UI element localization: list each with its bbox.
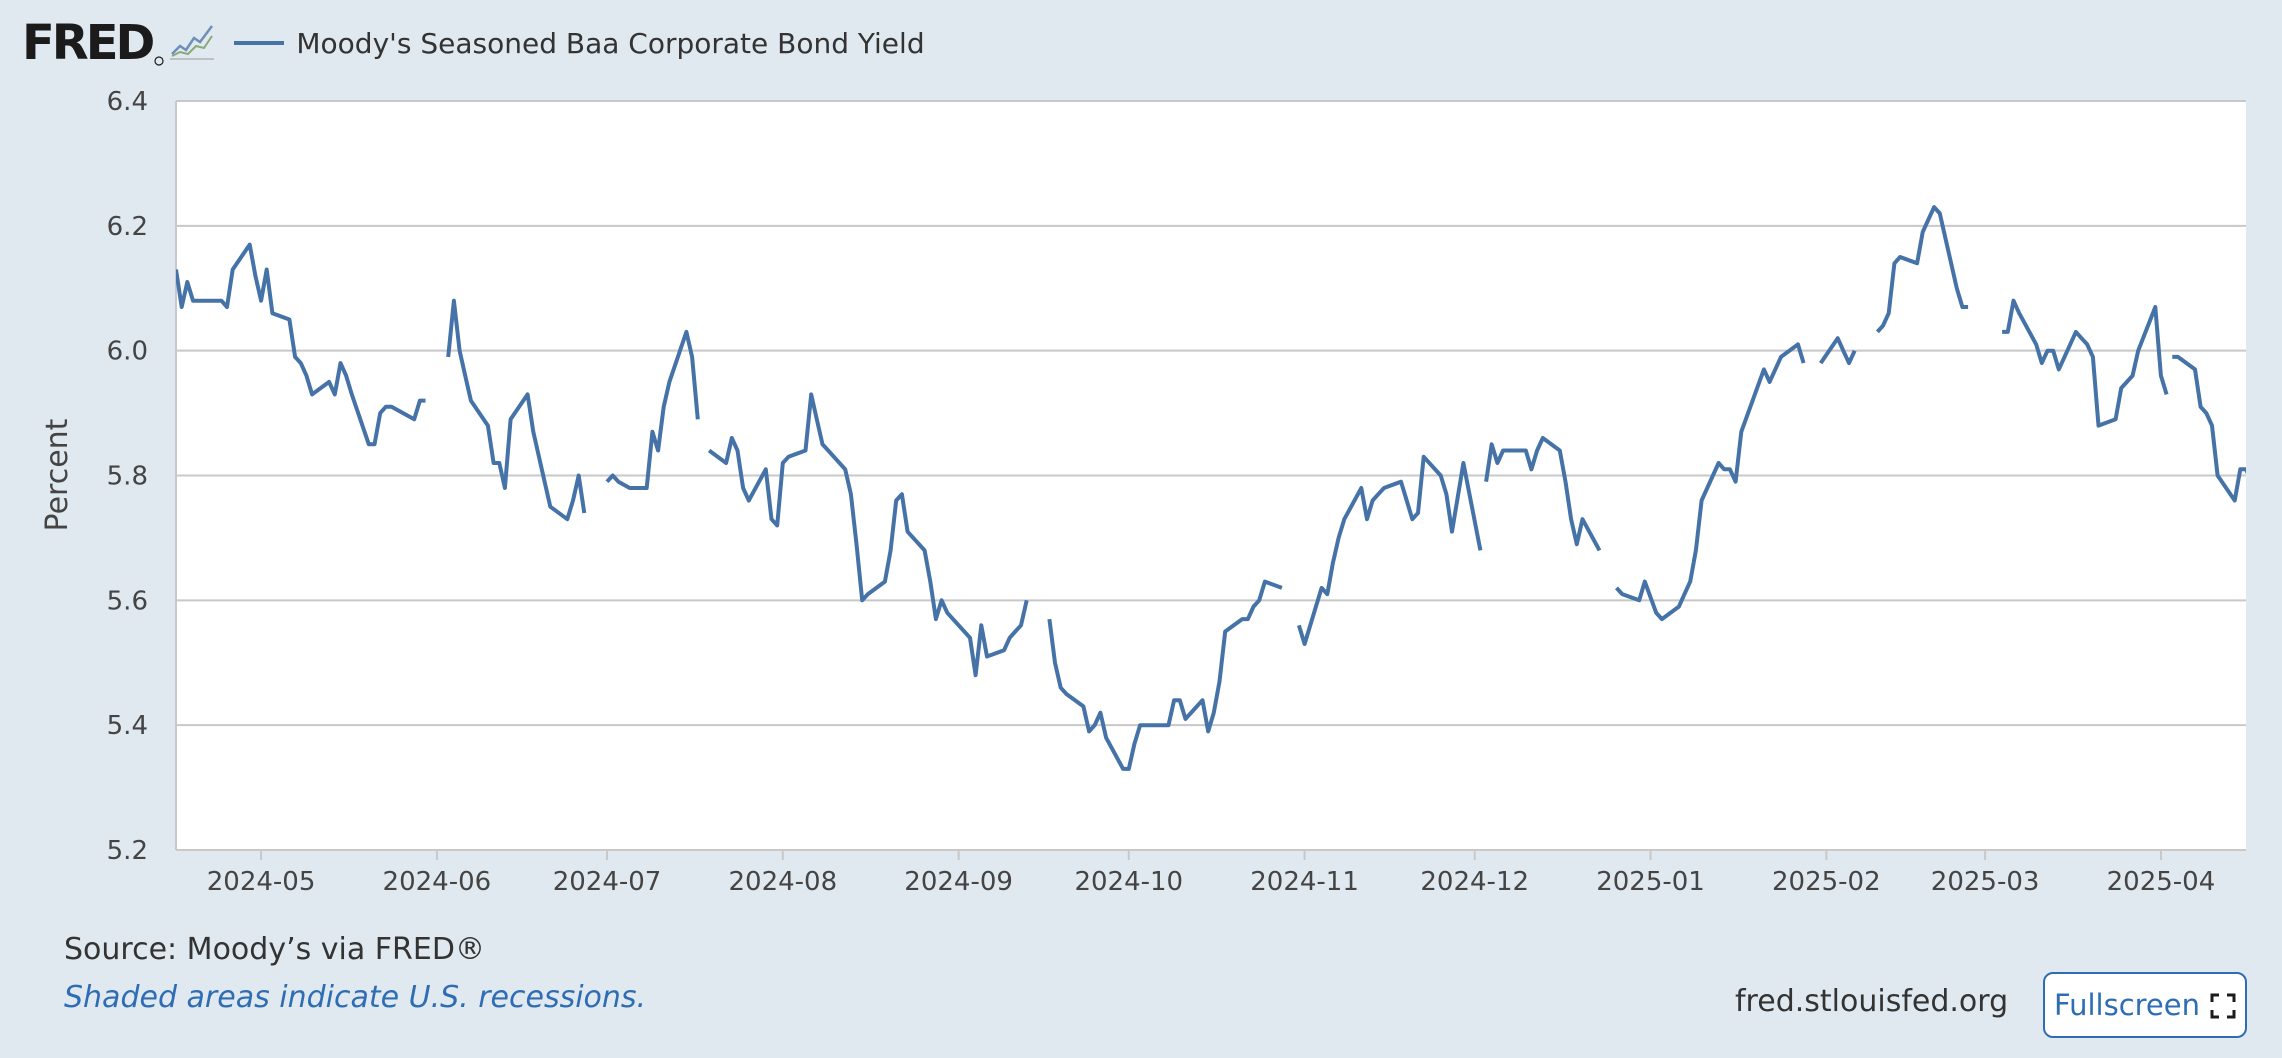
series-line-segment (1484, 436, 1602, 552)
series-line-segment (1296, 454, 1483, 646)
y-tick-label: 6.0 (107, 337, 148, 367)
legend-swatch (234, 41, 285, 45)
site-url[interactable]: fred.stlouisfed.org (1735, 984, 2009, 1019)
fullscreen-label: Fullscreen (2054, 988, 2200, 1022)
series-line-segment (1819, 336, 1857, 366)
series-line-segment (446, 298, 587, 522)
x-tick-label: 2024-07 (553, 867, 662, 897)
registered-mark-icon (154, 53, 164, 66)
x-tick-label: 2025-01 (1596, 867, 1705, 897)
x-tick-label: 2025-02 (1772, 867, 1881, 897)
series-line-segment (1615, 342, 1806, 622)
series-line-segment (176, 242, 426, 447)
line-chart-icon (170, 21, 215, 65)
x-tick-label: 2024-10 (1074, 867, 1183, 897)
series-line-segment (1047, 579, 1283, 771)
series-line-segment (2002, 298, 2169, 428)
x-tick-label: 2024-11 (1250, 867, 1359, 897)
y-tick-label: 6.2 (107, 212, 148, 242)
x-tick-label: 2025-03 (1931, 867, 2040, 897)
recession-note[interactable]: Shaded areas indicate U.S. recessions. (64, 980, 647, 1015)
expand-icon (2210, 992, 2236, 1019)
series-line-segment (605, 329, 700, 490)
x-tick-label: 2024-09 (904, 867, 1013, 897)
legend: Moody's Seasoned Baa Corporate Bond Yiel… (234, 26, 925, 60)
y-tick-label: 5.8 (107, 462, 148, 492)
series-moodys-baa (176, 205, 2246, 771)
source-note: Source: Moody’s via FRED® (64, 932, 485, 967)
series-line-segment (1875, 205, 1969, 334)
x-tick-label: 2024-08 (729, 867, 838, 897)
fullscreen-button[interactable]: Fullscreen (2043, 972, 2247, 1038)
x-tick-label: 2024-06 (383, 867, 492, 897)
series-line-segment (2172, 354, 2246, 503)
x-axis-ticks: 2024-05 2024-06 2024-07 2024-08 2024-09 2024-… (207, 850, 2216, 897)
y-axis-title: Percent (40, 418, 75, 531)
x-tick-label: 2024-12 (1420, 867, 1529, 897)
y-tick-label: 5.6 (107, 586, 148, 616)
y-tick-label: 5.2 (107, 836, 148, 866)
x-tick-label: 2024-05 (207, 867, 316, 897)
fred-logo-text: FRED (22, 15, 155, 71)
fred-logo[interactable]: FRED (22, 15, 215, 71)
legend-label: Moody's Seasoned Baa Corporate Bond Yiel… (296, 26, 925, 60)
header: FRED Moody's Seasoned Baa Corporate Bond… (22, 18, 925, 68)
y-tick-label: 6.4 (107, 87, 148, 117)
x-tick-label: 2025-04 (2107, 867, 2216, 897)
y-axis-ticks: 5.2 5.4 5.6 5.8 6.0 6.2 6.4 (107, 87, 148, 866)
y-tick-label: 5.4 (107, 711, 148, 741)
series-line-segment (707, 392, 1029, 678)
